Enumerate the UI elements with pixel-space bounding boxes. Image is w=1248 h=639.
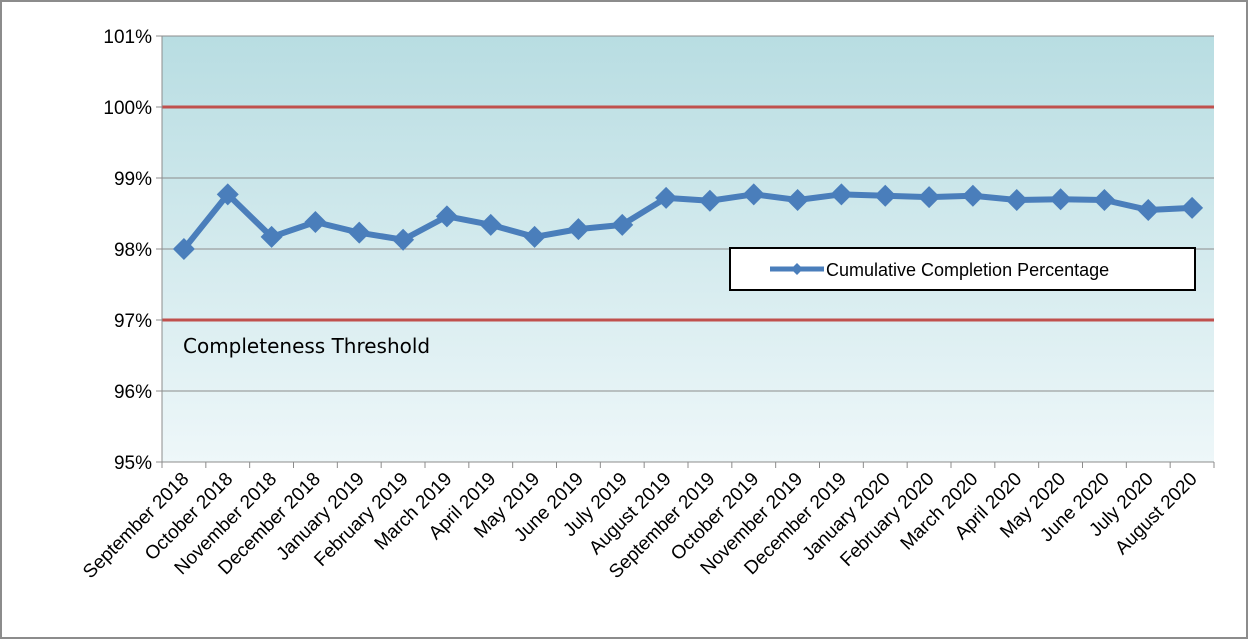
point-marker [348,221,371,244]
point-marker [961,184,984,207]
point-marker [1137,198,1160,221]
y-tick-label: 97% [114,311,152,332]
point-marker [172,238,195,260]
point-marker [304,211,327,234]
point-marker [655,186,678,209]
point-marker [523,225,546,248]
point-marker [698,189,721,212]
y-tick-label: 95% [114,453,152,474]
point-marker [742,183,765,206]
point-marker [611,213,634,236]
point-marker [1181,196,1204,219]
annotation: Completeness Threshold [183,334,430,358]
y-tick-label: 99% [114,169,152,190]
y-tick-label: 96% [114,382,152,403]
point-marker [1049,188,1072,211]
y-tick-label: 98% [114,240,152,261]
legend-marker [791,263,803,275]
point-marker [260,225,283,248]
point-marker [1005,189,1028,212]
point-marker [392,228,415,251]
point-marker [874,184,897,207]
point-marker [786,189,809,212]
point-marker [1093,189,1116,212]
point-marker [830,183,853,206]
point-marker [479,213,502,236]
y-tick-label: 100% [103,98,152,119]
legend-label: Cumulative Completion Percentage [826,260,1109,280]
point-marker [435,205,458,228]
point-marker [567,218,590,241]
y-tick-label: 101% [103,27,152,48]
point-marker [216,183,239,206]
legend: Cumulative Completion Percentage [729,247,1196,291]
point-marker [918,186,941,209]
